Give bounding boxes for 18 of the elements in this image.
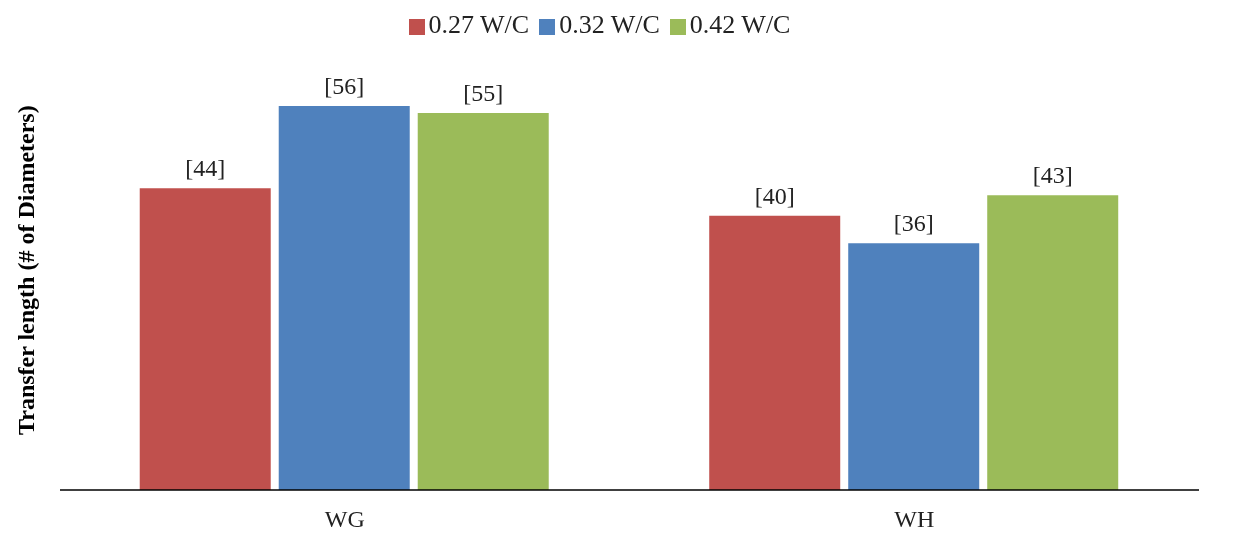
bar <box>278 106 410 490</box>
bar <box>417 112 549 490</box>
legend-label: 0.27 W/C <box>428 10 530 39</box>
x-tick-label: WG <box>324 506 365 533</box>
bar <box>987 195 1119 490</box>
legend-label: 0.32 W/C <box>559 10 660 39</box>
bar <box>848 243 980 490</box>
y-axis-title: Transfer length (# of Diameters) <box>12 105 39 435</box>
data-label: [56] <box>324 73 365 100</box>
legend-label: 0.42 W/C <box>689 10 791 39</box>
data-label: [36] <box>893 210 934 237</box>
bar <box>139 188 271 490</box>
data-label: [40] <box>754 182 795 209</box>
data-label: [55] <box>463 79 504 106</box>
bar <box>709 215 841 490</box>
data-label: [44] <box>185 155 226 182</box>
data-label: [43] <box>1032 162 1073 189</box>
x-tick-label: WH <box>894 506 935 533</box>
